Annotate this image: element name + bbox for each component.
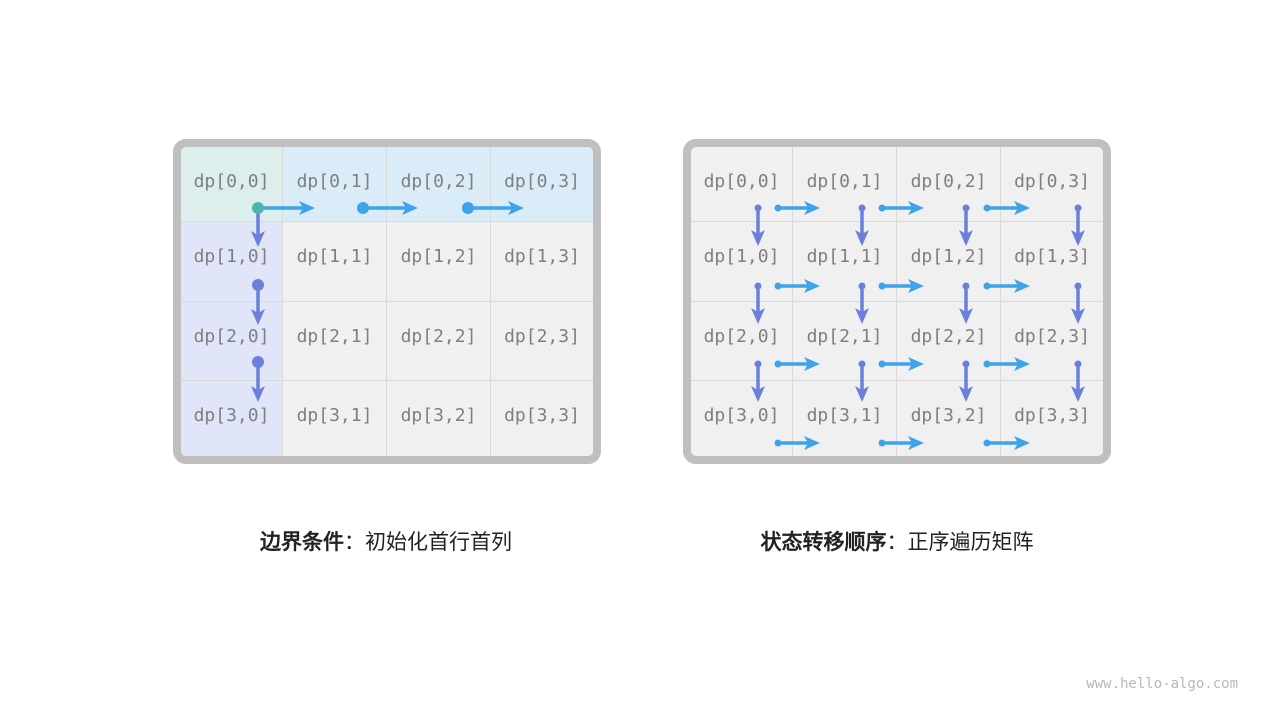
cell: dp[3,2]: [387, 381, 491, 456]
cell: dp[0,2]: [387, 147, 491, 222]
cell: dp[0,0]: [181, 147, 283, 222]
cell: dp[1,0]: [181, 222, 283, 302]
left-caption: 边界条件：初始化首行首列: [136, 526, 636, 556]
cell: dp[3,0]: [691, 381, 793, 456]
cell: dp[0,2]: [897, 147, 1001, 222]
cell: dp[3,2]: [897, 381, 1001, 456]
cell: dp[3,3]: [1014, 405, 1090, 426]
cell: dp[2,1]: [283, 302, 387, 381]
cell: dp[0,3]: [1001, 147, 1103, 222]
caption-text: ：正序遍历矩阵: [886, 530, 1034, 554]
cell: dp[2,0]: [181, 302, 283, 381]
cell: dp[1,0]: [691, 222, 793, 302]
cell: dp[1,1]: [283, 222, 387, 302]
cell: dp[1,3]: [491, 222, 593, 302]
cell: dp[3,3]: [504, 405, 580, 426]
traversal-order-grid: dp[0,0] dp[0,1] dp[0,2] dp[0,3] dp[1,0] dp[1,…: [683, 139, 1111, 464]
cell: dp[0,3]: [491, 147, 593, 222]
boundary-condition-grid: dp[0,0] dp[0,1] dp[0,2] dp[0,3] dp[1,0] dp[1,…: [173, 139, 601, 464]
cell: dp[1,2]: [387, 222, 491, 302]
caption-bold: 状态转移顺序: [760, 530, 887, 554]
cell: dp[2,1]: [793, 302, 897, 381]
cell: dp[2,0]: [691, 302, 793, 381]
cell: dp[0,0]: [691, 147, 793, 222]
cell: dp[0,1]: [283, 147, 387, 222]
cell: dp[1,2]: [897, 222, 1001, 302]
right-caption: 状态转移顺序：正序遍历矩阵: [647, 526, 1147, 556]
cell: dp[0,1]: [793, 147, 897, 222]
cell: dp[1,1]: [793, 222, 897, 302]
caption-bold: 边界条件: [260, 530, 344, 554]
cell: dp[2,3]: [1001, 302, 1103, 381]
cell: dp[2,2]: [387, 302, 491, 381]
cell: dp[3,1]: [793, 381, 897, 456]
cell: dp[2,2]: [897, 302, 1001, 381]
cell: dp[3,0]: [181, 381, 283, 456]
watermark: www.hello-algo.com: [1086, 676, 1238, 692]
cell: dp[2,3]: [491, 302, 593, 381]
cell: dp[1,3]: [1001, 222, 1103, 302]
cell: dp[3,1]: [283, 381, 387, 456]
caption-text: ：初始化首行首列: [344, 530, 512, 554]
